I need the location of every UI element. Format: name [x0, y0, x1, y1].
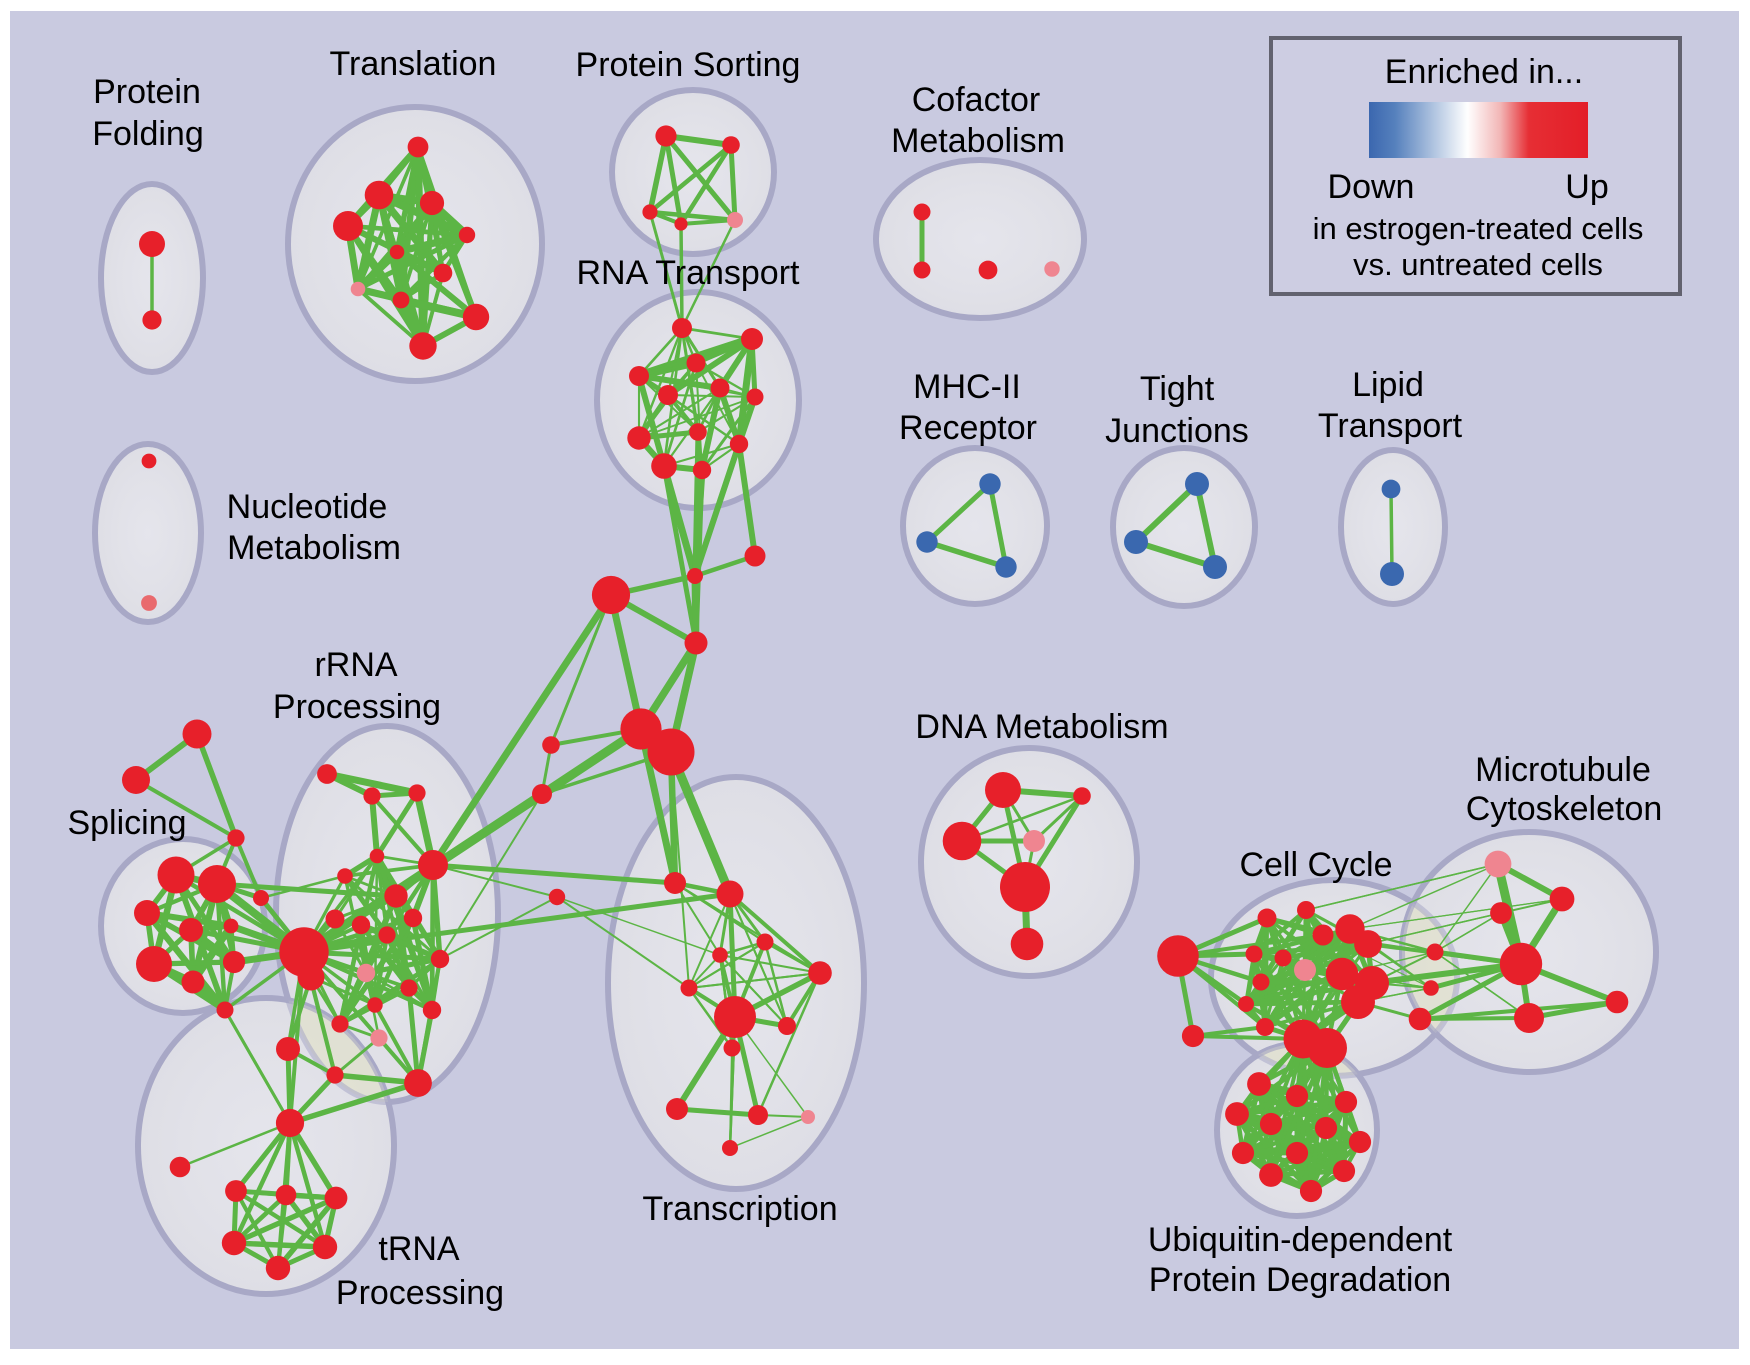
svg-text:Lipid: Lipid: [1352, 366, 1424, 404]
svg-text:Processing: Processing: [336, 1274, 504, 1312]
svg-text:tRNA: tRNA: [378, 1230, 460, 1268]
svg-text:Cytoskeleton: Cytoskeleton: [1466, 790, 1663, 828]
svg-text:Down: Down: [1328, 168, 1415, 206]
svg-text:Junctions: Junctions: [1105, 412, 1249, 450]
svg-text:Protein Degradation: Protein Degradation: [1149, 1261, 1451, 1299]
svg-text:rRNA: rRNA: [314, 646, 397, 684]
svg-text:Microtubule: Microtubule: [1475, 751, 1651, 789]
svg-text:Splicing: Splicing: [67, 804, 186, 842]
svg-text:Protein: Protein: [93, 73, 201, 111]
svg-text:Tight: Tight: [1140, 370, 1215, 408]
svg-text:Folding: Folding: [92, 115, 204, 153]
svg-text:Metabolism: Metabolism: [891, 122, 1065, 160]
svg-text:Cell Cycle: Cell Cycle: [1239, 846, 1392, 884]
svg-text:in estrogen-treated cells: in estrogen-treated cells: [1313, 211, 1644, 246]
svg-text:Ubiquitin-dependent: Ubiquitin-dependent: [1148, 1221, 1453, 1259]
svg-text:vs. untreated cells: vs. untreated cells: [1353, 247, 1603, 282]
svg-text:Cofactor: Cofactor: [912, 81, 1041, 119]
svg-text:MHC-II: MHC-II: [913, 368, 1021, 406]
svg-text:RNA Transport: RNA Transport: [577, 254, 801, 292]
svg-text:Receptor: Receptor: [899, 409, 1037, 447]
svg-text:Up: Up: [1565, 168, 1608, 206]
svg-text:Metabolism: Metabolism: [227, 529, 401, 567]
svg-text:DNA Metabolism: DNA Metabolism: [915, 708, 1168, 746]
svg-text:Transport: Transport: [1318, 407, 1463, 445]
svg-text:Protein Sorting: Protein Sorting: [576, 46, 801, 84]
svg-text:Translation: Translation: [330, 45, 497, 83]
svg-text:Nucleotide: Nucleotide: [227, 488, 388, 526]
svg-text:Enriched in...: Enriched in...: [1385, 53, 1583, 91]
svg-text:Processing: Processing: [273, 688, 441, 726]
svg-text:Transcription: Transcription: [642, 1190, 837, 1228]
